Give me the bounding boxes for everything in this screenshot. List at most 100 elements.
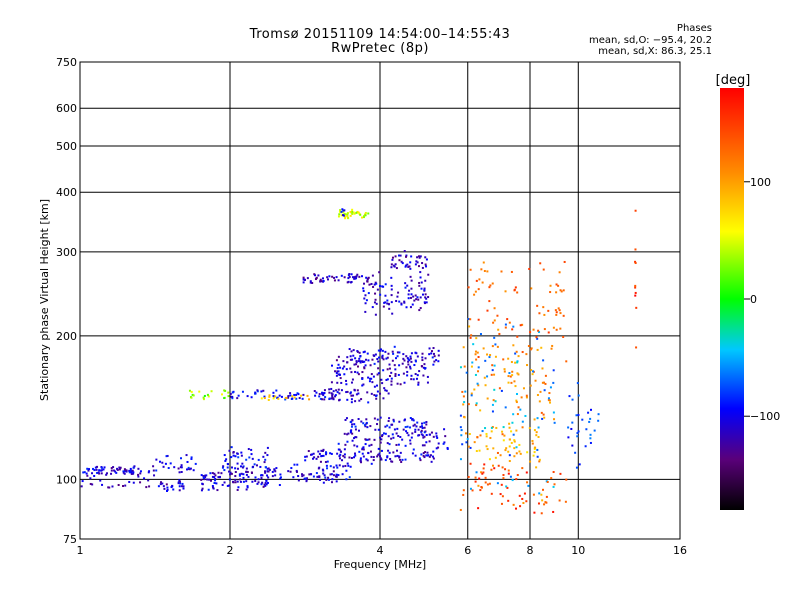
data-point bbox=[390, 380, 393, 383]
data-point bbox=[335, 359, 338, 362]
data-point bbox=[421, 427, 424, 430]
data-point bbox=[364, 294, 367, 297]
data-point bbox=[504, 326, 507, 329]
data-point bbox=[493, 364, 496, 367]
data-point bbox=[309, 280, 312, 283]
data-point bbox=[207, 488, 210, 491]
data-point bbox=[521, 497, 524, 500]
data-point bbox=[510, 430, 513, 433]
data-point bbox=[377, 453, 380, 456]
data-point bbox=[575, 414, 578, 417]
data-point bbox=[480, 471, 483, 474]
data-point bbox=[83, 471, 86, 474]
data-point bbox=[132, 471, 135, 474]
data-point bbox=[576, 432, 579, 435]
data-point bbox=[340, 381, 343, 384]
data-point bbox=[302, 281, 305, 284]
data-point bbox=[267, 470, 270, 473]
data-point bbox=[110, 467, 113, 470]
data-point bbox=[112, 466, 115, 469]
data-point bbox=[338, 457, 341, 460]
data-point bbox=[312, 457, 315, 460]
data-point bbox=[396, 454, 399, 457]
data-point bbox=[337, 448, 340, 451]
data-point bbox=[178, 485, 181, 488]
data-point bbox=[355, 393, 358, 396]
data-point bbox=[374, 292, 377, 295]
data-point bbox=[471, 361, 474, 364]
y-tick-label: 400 bbox=[56, 186, 77, 199]
data-point bbox=[129, 467, 132, 470]
data-point bbox=[345, 478, 348, 481]
data-point bbox=[501, 495, 504, 498]
data-point bbox=[224, 389, 227, 392]
data-point bbox=[531, 442, 534, 445]
data-point bbox=[365, 276, 368, 279]
data-point bbox=[482, 261, 485, 264]
data-point bbox=[437, 446, 440, 449]
data-point bbox=[516, 291, 519, 294]
data-point bbox=[395, 449, 398, 452]
data-point bbox=[178, 489, 181, 492]
data-point bbox=[319, 478, 322, 481]
data-point bbox=[519, 324, 522, 327]
data-point bbox=[548, 392, 551, 395]
data-point bbox=[512, 325, 515, 328]
data-point bbox=[565, 360, 568, 363]
data-point bbox=[166, 489, 169, 492]
data-point bbox=[542, 268, 545, 271]
data-point bbox=[402, 372, 405, 375]
data-point bbox=[410, 255, 413, 258]
data-point bbox=[266, 474, 269, 477]
data-point bbox=[323, 392, 326, 395]
data-point bbox=[382, 358, 385, 361]
data-point bbox=[264, 471, 267, 474]
data-point bbox=[426, 381, 429, 384]
data-point bbox=[421, 422, 424, 425]
data-point bbox=[433, 355, 436, 358]
data-point bbox=[529, 460, 532, 463]
data-point bbox=[376, 455, 379, 458]
data-point bbox=[354, 357, 357, 360]
data-point bbox=[414, 360, 417, 363]
data-point bbox=[515, 478, 518, 481]
data-point bbox=[236, 488, 239, 491]
data-point bbox=[521, 351, 524, 354]
data-point bbox=[532, 328, 535, 331]
data-point bbox=[373, 394, 376, 397]
data-point bbox=[279, 473, 282, 476]
data-point bbox=[306, 477, 309, 480]
data-point bbox=[514, 385, 517, 388]
data-point bbox=[162, 485, 165, 488]
data-point bbox=[516, 360, 519, 363]
data-point bbox=[428, 353, 431, 356]
data-point bbox=[469, 318, 472, 321]
data-point bbox=[128, 480, 131, 483]
data-point bbox=[349, 465, 352, 468]
data-point bbox=[459, 458, 462, 461]
data-point bbox=[354, 370, 357, 373]
data-point bbox=[124, 484, 127, 487]
y-tick-label: 100 bbox=[56, 473, 77, 486]
data-point bbox=[530, 347, 533, 350]
data-point bbox=[421, 356, 424, 359]
data-point bbox=[514, 361, 517, 364]
data-point bbox=[533, 447, 536, 450]
data-point bbox=[355, 211, 358, 214]
data-point bbox=[502, 477, 505, 480]
data-point bbox=[477, 356, 480, 359]
data-point bbox=[401, 438, 404, 441]
data-point bbox=[398, 456, 401, 459]
data-point bbox=[479, 489, 482, 492]
data-point bbox=[266, 454, 269, 457]
data-point bbox=[231, 397, 234, 400]
data-point bbox=[525, 500, 528, 503]
data-point bbox=[562, 335, 565, 338]
data-point bbox=[365, 299, 368, 302]
data-point bbox=[417, 255, 420, 258]
data-point bbox=[405, 366, 408, 369]
data-point bbox=[263, 483, 266, 486]
data-point bbox=[496, 451, 499, 454]
data-point bbox=[511, 370, 514, 373]
data-point bbox=[486, 375, 489, 378]
